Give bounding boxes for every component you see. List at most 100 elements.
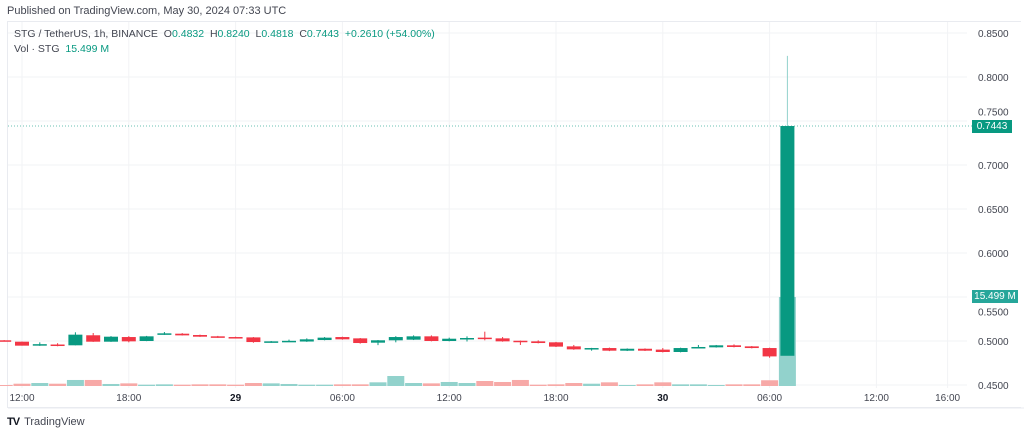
volume-bar bbox=[66, 379, 84, 386]
volume-bar bbox=[458, 383, 476, 386]
volume-bar bbox=[173, 384, 191, 386]
candle-body bbox=[246, 337, 261, 343]
candle-body bbox=[264, 341, 279, 343]
volume-bar bbox=[84, 379, 102, 386]
published-caption: Published on TradingView.com, May 30, 20… bbox=[7, 5, 287, 17]
candle-body bbox=[477, 337, 492, 340]
candle-body bbox=[531, 341, 546, 344]
volume-bar bbox=[422, 383, 440, 386]
volume-bar bbox=[529, 384, 547, 386]
volume-bar bbox=[440, 381, 458, 386]
close-value: 0.7443 bbox=[306, 28, 340, 40]
open-value: 0.4832 bbox=[171, 28, 205, 40]
volume-bar bbox=[707, 385, 725, 386]
volume-bar bbox=[155, 384, 173, 386]
x-tick-label: 06:00 bbox=[330, 393, 355, 404]
y-tick-label: 0.4500 bbox=[978, 381, 1009, 392]
candle-body bbox=[655, 349, 670, 352]
high-value: 0.8240 bbox=[217, 28, 250, 40]
volume-bar bbox=[280, 383, 298, 386]
volume-row: Vol · STG 15.499 M bbox=[14, 42, 435, 57]
candle-body bbox=[68, 334, 83, 346]
candle-body bbox=[620, 348, 635, 351]
candle-body bbox=[513, 340, 528, 343]
candle-body bbox=[353, 338, 368, 344]
candle-body bbox=[602, 348, 617, 351]
candle-body bbox=[15, 341, 29, 346]
close-label: C bbox=[299, 28, 307, 40]
volume-bar bbox=[138, 384, 156, 386]
volume-bar bbox=[102, 383, 120, 386]
candle-body bbox=[282, 340, 296, 343]
candle-body bbox=[210, 336, 225, 338]
volume-bar bbox=[636, 384, 654, 386]
legend: STG / TetherUS, 1h, BINANCE O0.4832 H0.8… bbox=[14, 27, 435, 57]
candle-body bbox=[121, 337, 136, 342]
candle-body bbox=[371, 340, 385, 343]
volume-bar bbox=[547, 384, 565, 386]
volume-bar bbox=[191, 384, 209, 386]
candle-body bbox=[406, 336, 421, 340]
high-label: H bbox=[209, 28, 218, 40]
low-label: L bbox=[255, 28, 262, 40]
tradingview-logo-icon: TV bbox=[7, 416, 20, 428]
candle-body bbox=[157, 333, 172, 335]
volume-bar bbox=[511, 379, 529, 386]
candle-body bbox=[86, 335, 101, 342]
volume-tag: 15.499 M bbox=[972, 290, 1018, 303]
candle-body bbox=[566, 346, 581, 350]
symbol-label[interactable]: STG / TetherUS, 1h, BINANCE bbox=[14, 28, 158, 40]
candle-body bbox=[495, 338, 510, 342]
candle-body bbox=[762, 348, 777, 357]
volume-bar bbox=[31, 383, 49, 386]
volume-bar bbox=[244, 383, 262, 386]
x-tick-label: 30 bbox=[657, 393, 669, 404]
candle-body bbox=[673, 348, 688, 352]
x-tick-label: 06:00 bbox=[757, 393, 782, 404]
volume-bar bbox=[369, 382, 387, 386]
y-tick-label: 0.7000 bbox=[978, 161, 1009, 172]
volume-bar bbox=[387, 376, 405, 386]
candle-body bbox=[442, 338, 457, 341]
candle-body bbox=[193, 335, 207, 337]
x-tick-label: 12:00 bbox=[864, 393, 889, 404]
candle-body bbox=[175, 333, 190, 336]
x-tick-label: 16:00 bbox=[935, 393, 960, 404]
y-tick-label: 0.5000 bbox=[978, 337, 1009, 348]
candle-body bbox=[299, 339, 314, 342]
volume-bar bbox=[351, 384, 369, 386]
y-tick-label: 0.8000 bbox=[978, 73, 1009, 84]
low-value: 0.4818 bbox=[261, 28, 294, 40]
last-price-tag: 0.7443 bbox=[972, 120, 1012, 133]
volume-bar bbox=[333, 384, 351, 386]
volume-bar bbox=[209, 384, 227, 386]
volume-bar bbox=[743, 384, 761, 386]
volume-bar bbox=[227, 384, 245, 386]
volume-label: Vol · STG bbox=[14, 43, 60, 55]
y-tick-label: 0.6000 bbox=[978, 249, 1009, 260]
candle-body bbox=[139, 336, 154, 341]
y-tick-label: 0.6500 bbox=[978, 205, 1009, 216]
candle-body bbox=[460, 338, 474, 340]
candle-body bbox=[584, 348, 599, 350]
volume-bar bbox=[583, 383, 601, 386]
volume-bar bbox=[725, 384, 743, 386]
candle-body bbox=[50, 344, 65, 347]
tradingview-brand[interactable]: TV TradingView bbox=[7, 416, 85, 428]
candle-body bbox=[0, 340, 12, 342]
open-label: O bbox=[163, 28, 172, 40]
volume-bar bbox=[689, 384, 707, 386]
candle-body bbox=[32, 344, 47, 346]
x-tick-label: 12:00 bbox=[437, 393, 462, 404]
candle-body bbox=[727, 345, 741, 347]
volume-bar bbox=[618, 385, 636, 386]
volume-bar bbox=[654, 382, 672, 386]
y-tick-label: 0.5500 bbox=[978, 308, 1009, 319]
change-value: +0.2610 (+54.00%) bbox=[344, 28, 435, 40]
candle-body bbox=[549, 342, 563, 347]
volume-bar bbox=[262, 383, 280, 386]
y-tick-label: 0.7500 bbox=[978, 108, 1009, 119]
volume-value: 15.499 M bbox=[65, 43, 110, 55]
volume-bar bbox=[494, 381, 512, 386]
